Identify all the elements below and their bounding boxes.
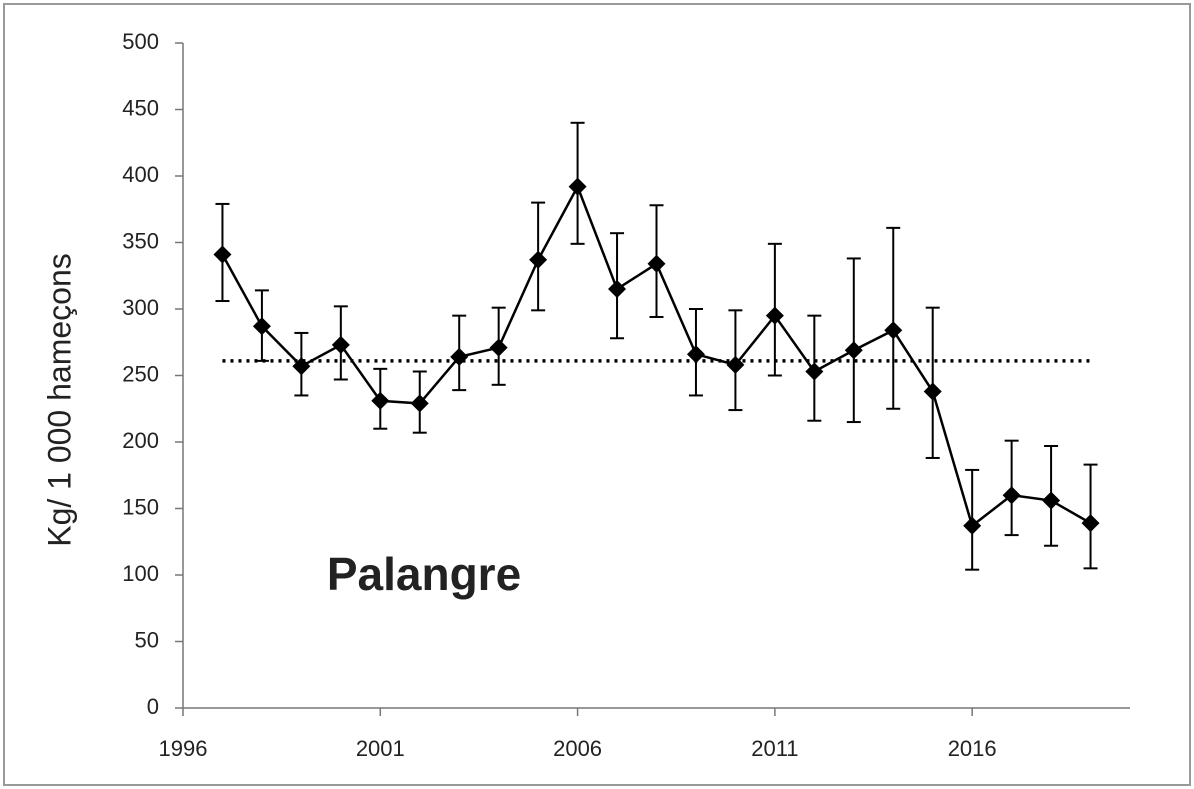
y-tick-label: 100: [122, 561, 159, 586]
data-point: [884, 321, 903, 340]
data-point: [1081, 514, 1100, 533]
data-point: [568, 177, 587, 196]
x-tick-label: 2006: [553, 736, 602, 761]
y-tick-label: 300: [122, 295, 159, 320]
data-point: [726, 355, 745, 374]
data-point: [450, 347, 469, 366]
data-point: [1002, 486, 1021, 505]
y-tick-label: 350: [122, 228, 159, 253]
data-point: [331, 335, 350, 354]
data-point: [292, 357, 311, 376]
chart-frame: [3, 3, 1191, 786]
y-tick-label: 0: [147, 694, 159, 719]
x-tick-label: 2001: [356, 736, 405, 761]
annotation: Palangre: [327, 548, 521, 600]
data-point: [252, 317, 271, 336]
y-axis-label: Kg/ 1 000 hameçons: [41, 253, 77, 547]
data-point: [1042, 491, 1061, 510]
data-point: [489, 338, 508, 357]
x-tick-label: 1996: [159, 736, 208, 761]
y-tick-label: 50: [135, 627, 159, 652]
y-tick-label: 500: [122, 29, 159, 54]
data-point: [765, 306, 784, 325]
data-point: [608, 280, 627, 299]
data-point: [805, 362, 824, 381]
data-point: [844, 341, 863, 360]
data-point: [529, 250, 548, 269]
data-point: [923, 382, 942, 401]
data-point: [686, 345, 705, 364]
data-point: [647, 254, 666, 273]
y-tick-label: 250: [122, 361, 159, 386]
y-tick-label: 450: [122, 95, 159, 120]
x-tick-label: 2011: [751, 736, 798, 761]
y-tick-label: 400: [122, 162, 159, 187]
y-tick-label: 150: [122, 494, 159, 519]
data-point: [963, 516, 982, 535]
data-point: [213, 245, 232, 264]
x-tick-label: 2016: [948, 736, 997, 761]
data-point: [410, 394, 429, 413]
data-point: [371, 391, 390, 410]
y-tick-label: 200: [122, 428, 159, 453]
